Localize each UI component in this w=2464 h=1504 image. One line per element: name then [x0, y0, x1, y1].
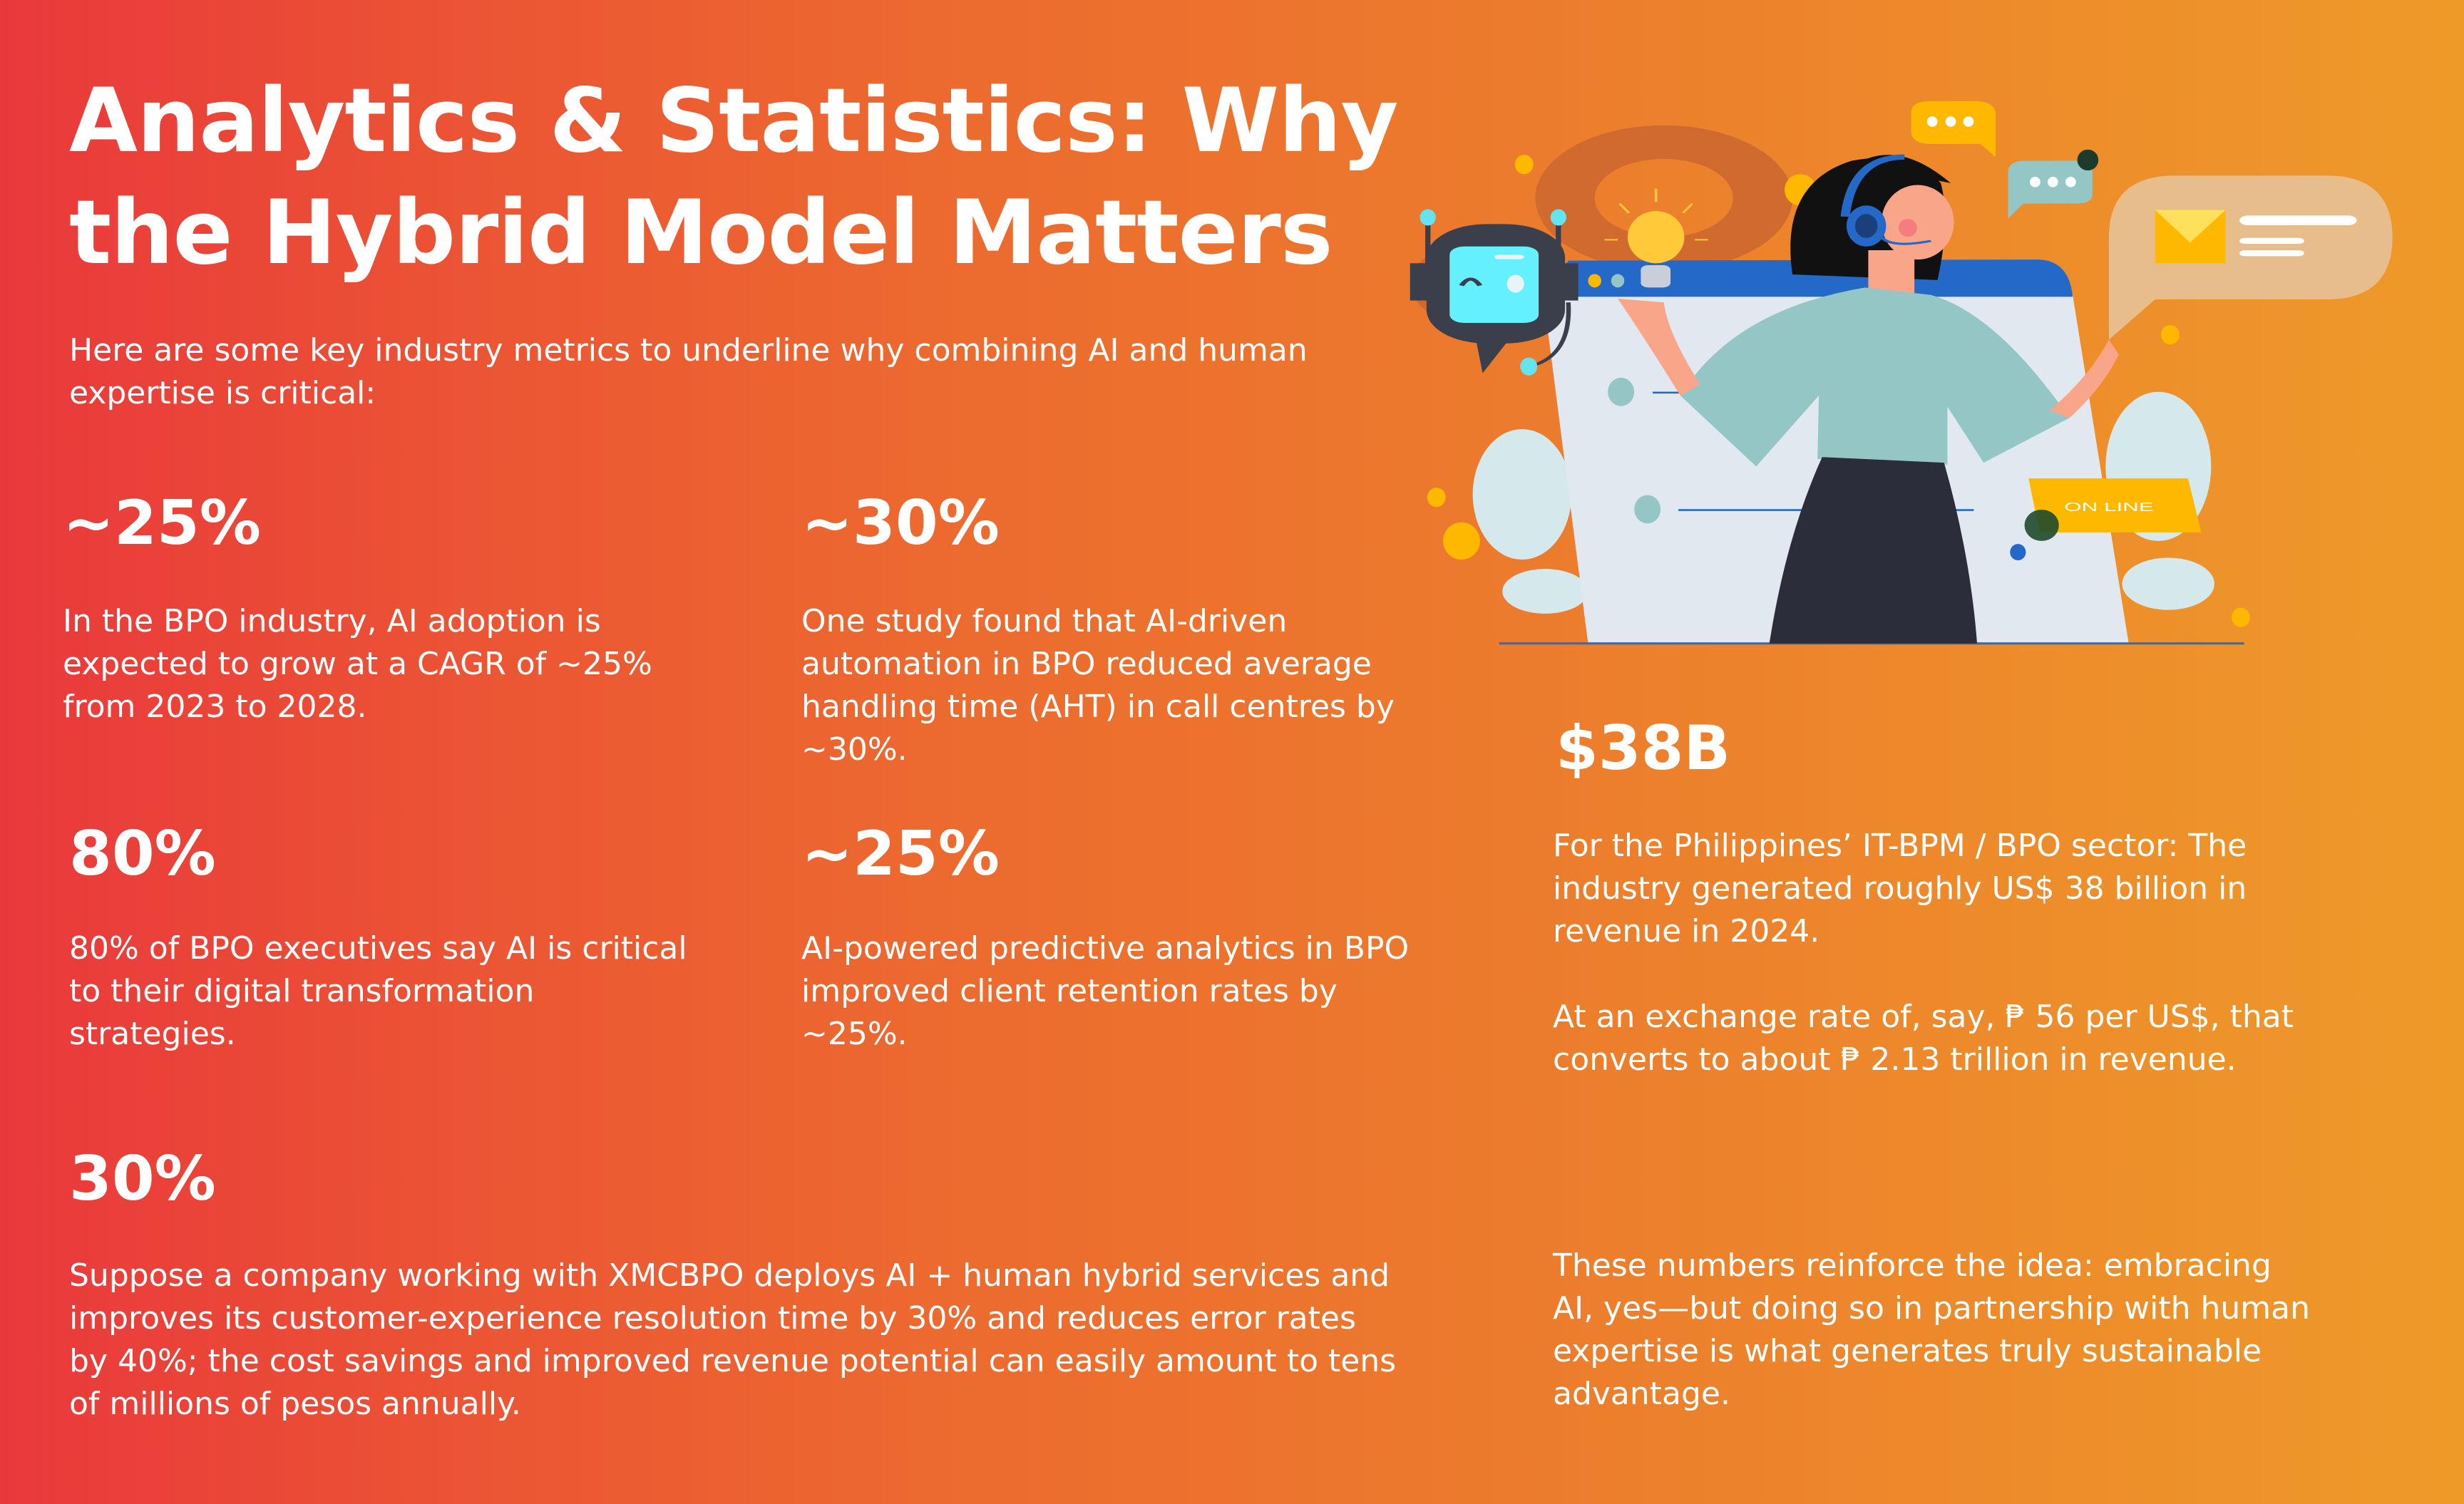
page-title: Analytics & Statistics: Why the Hybrid M…: [69, 70, 1398, 284]
stat-description: AI-powered predictive analytics in BPO i…: [801, 930, 1410, 1052]
stat-description: Suppose a company working with XMCBPO de…: [69, 1257, 1397, 1422]
decorative-dots: [1427, 155, 2250, 627]
stat-description: In the BPO industry, AI adoption is expe…: [63, 603, 652, 725]
svg-text:ON LINE: ON LINE: [2064, 500, 2154, 514]
online-status-badge: ON LINE: [2024, 478, 2202, 541]
robot-chatbot-icon: [1410, 209, 1578, 376]
stat-description: For the Philippines’ IT-BPM / BPO sector…: [1553, 828, 2247, 949]
envelope-icon: [2155, 210, 2357, 264]
customer-support-illustration: ON LINE: [1410, 101, 2393, 645]
stat-value: $38B: [1556, 713, 1731, 784]
stat-description: 80% of BPO executives say AI is critical…: [69, 930, 687, 1052]
stat-value: ~25%: [801, 818, 1000, 890]
stat-value: ~30%: [801, 488, 1000, 559]
intro-text: Here are some key industry metrics to un…: [69, 332, 1308, 411]
stat-value: ~25%: [63, 488, 261, 559]
stat-description: One study found that AI-driven automatio…: [801, 603, 1395, 768]
stat-value: 30%: [69, 1143, 216, 1215]
lightbulb-icon: [1604, 188, 1708, 288]
stat-value: 80%: [69, 818, 216, 890]
stat-description-conversion: At an exchange rate of, say, ₱ 56 per US…: [1553, 999, 2294, 1078]
conclusion-text: These numbers reinforce the idea: embrac…: [1553, 1247, 2310, 1412]
headset-agent-icon: [1618, 154, 2119, 644]
